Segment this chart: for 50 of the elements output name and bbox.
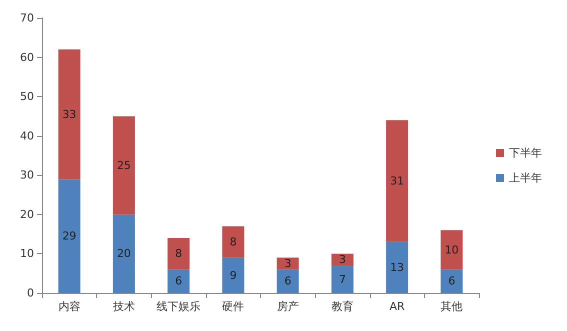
- x-tick-label: 内容: [58, 300, 80, 313]
- bar: [331, 266, 354, 293]
- x-tick-label: 其他: [440, 300, 463, 313]
- y-tick-label: 50: [20, 90, 34, 104]
- data-label: 7: [338, 272, 346, 286]
- x-tick-label: 线下娱乐: [156, 300, 201, 313]
- data-label: 8: [175, 247, 182, 260]
- data-label: 6: [448, 274, 456, 288]
- data-label: 9: [230, 268, 237, 282]
- data-label: 3: [338, 253, 346, 266]
- x-tick-label: 教育: [331, 300, 354, 313]
- data-label: 8: [230, 235, 237, 248]
- y-tick-label: 70: [20, 12, 34, 24]
- bar: [112, 214, 135, 293]
- data-label: 31: [390, 174, 404, 188]
- bar: [112, 116, 135, 214]
- y-tick-label: 30: [20, 168, 34, 182]
- bar: [58, 49, 80, 180]
- bar: [331, 254, 354, 266]
- y-tick-label: 20: [20, 208, 34, 221]
- data-label: 6: [284, 274, 292, 288]
- y-tick-label: 0: [27, 286, 34, 300]
- x-tick-label: 硬件: [222, 300, 244, 313]
- legend-label: 上半年: [509, 172, 542, 184]
- bar: [386, 242, 408, 293]
- bar: [440, 230, 463, 270]
- data-label: 3: [284, 257, 292, 270]
- bar: [222, 258, 244, 293]
- data-label: 29: [62, 230, 76, 243]
- bar: [168, 238, 190, 270]
- data-label: 10: [444, 243, 459, 256]
- data-label: 33: [62, 108, 76, 121]
- legend-label: 下半年: [509, 146, 542, 160]
- x-tick-label: 房产: [276, 300, 299, 313]
- bar: [168, 269, 190, 293]
- data-label: 13: [390, 260, 404, 274]
- bar: [386, 120, 408, 242]
- data-label: 20: [116, 247, 131, 260]
- bar: [222, 226, 244, 258]
- y-tick-label: 60: [20, 50, 34, 64]
- data-label: 6: [175, 274, 182, 288]
- y-tick-label: 10: [20, 247, 34, 260]
- bar: [58, 179, 80, 293]
- y-tick-label: 40: [20, 129, 34, 142]
- bar: [276, 258, 299, 270]
- bar: [276, 269, 299, 293]
- bar: [440, 269, 463, 293]
- x-tick-label: AR: [389, 300, 405, 313]
- x-tick-label: 技术: [112, 300, 135, 313]
- data-label: 25: [116, 158, 131, 172]
